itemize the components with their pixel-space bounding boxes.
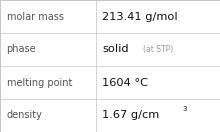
Text: solid: solid [102, 44, 129, 55]
Text: (at STP): (at STP) [143, 45, 173, 54]
Text: phase: phase [7, 44, 36, 55]
Text: density: density [7, 110, 42, 121]
Text: molar mass: molar mass [7, 11, 64, 22]
Text: 3: 3 [183, 106, 187, 112]
Text: 213.41 g/mol: 213.41 g/mol [102, 11, 178, 22]
Text: melting point: melting point [7, 77, 72, 88]
Text: 1.67 g/cm: 1.67 g/cm [102, 110, 160, 121]
Text: 1604 °C: 1604 °C [102, 77, 148, 88]
